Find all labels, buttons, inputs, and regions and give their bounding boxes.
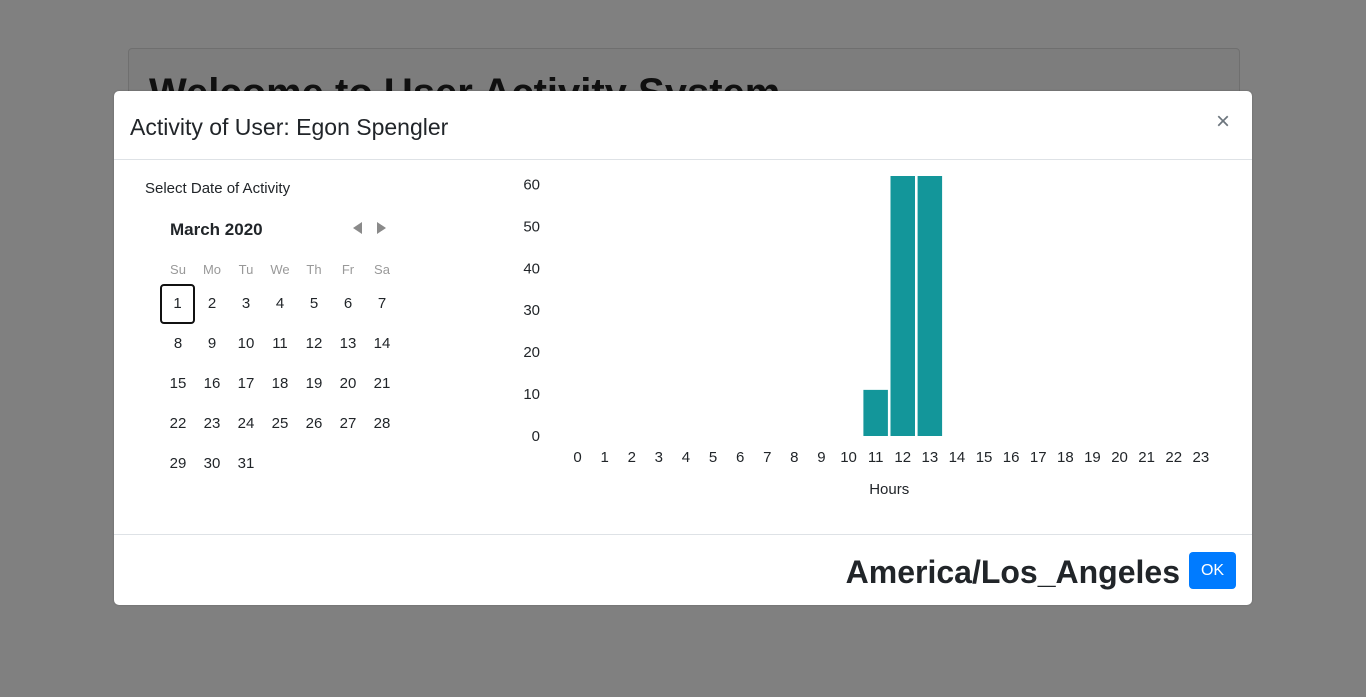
- x-tick-label: 12: [894, 449, 911, 466]
- calendar-day[interactable]: 4: [275, 295, 285, 312]
- calendar-day[interactable]: 17: [237, 375, 255, 392]
- weekday-header: Tu: [238, 262, 254, 277]
- calendar-day[interactable]: 5: [309, 295, 319, 312]
- close-icon[interactable]: ×: [1215, 108, 1230, 135]
- ok-button[interactable]: OK: [1189, 552, 1236, 589]
- x-tick-label: 10: [840, 449, 857, 466]
- calendar-day[interactable]: 10: [237, 335, 255, 352]
- bar-hour-11: [863, 389, 888, 436]
- activity-modal: Activity of User: Egon Spengler × Select…: [114, 91, 1252, 605]
- x-tick-label: 2: [628, 449, 636, 466]
- x-tick-label: 20: [1111, 449, 1128, 466]
- calendar-day[interactable]: 13: [339, 335, 357, 352]
- calendar-day[interactable]: 29: [169, 455, 187, 472]
- x-tick-label: 13: [922, 449, 939, 466]
- x-tick-label: 0: [573, 449, 581, 466]
- calendar-day[interactable]: 2: [207, 295, 217, 312]
- calendar-day[interactable]: 20: [339, 375, 357, 392]
- calendar-day[interactable]: 12: [305, 335, 323, 352]
- x-axis-label: Hours: [869, 481, 909, 498]
- modal-footer: America/Los_Angeles OK: [114, 534, 1252, 606]
- calendar-day[interactable]: 9: [207, 335, 217, 352]
- calendar-day[interactable]: 25: [271, 415, 289, 432]
- calendar-grid: Su Mo Tu We Th Fr Sa 1 2 3 4 5 6 7 8 9 10 11 12 13 14 15 16 17 1…: [160, 256, 399, 484]
- weekday-header: Th: [306, 262, 322, 277]
- weekday-header: We: [270, 262, 290, 277]
- calendar-day[interactable]: 21: [373, 375, 391, 392]
- x-tick-label: 9: [817, 449, 825, 466]
- x-tick-label: 7: [763, 449, 771, 466]
- weekday-header: Sa: [374, 262, 390, 277]
- x-tick-label: 16: [1003, 449, 1020, 466]
- calendar-day[interactable]: 27: [339, 415, 357, 432]
- x-tick-label: 23: [1193, 449, 1210, 466]
- calendar-day[interactable]: 14: [373, 335, 391, 352]
- x-tick-label: 8: [790, 449, 798, 466]
- calendar-day[interactable]: 22: [169, 415, 187, 432]
- y-tick-label: 10: [523, 386, 540, 403]
- calendar-day[interactable]: 16: [203, 375, 221, 392]
- weekday-header: Su: [170, 262, 186, 277]
- calendar-day[interactable]: 23: [203, 415, 221, 432]
- x-tick-label: 3: [655, 449, 663, 466]
- y-tick-label: 0: [532, 428, 540, 445]
- calendar-day[interactable]: 28: [373, 415, 391, 432]
- next-month-icon[interactable]: [374, 220, 388, 236]
- x-tick-label: 19: [1084, 449, 1101, 466]
- modal-header: Activity of User: Egon Spengler ×: [114, 91, 1252, 160]
- bar-hour-12: [890, 176, 915, 436]
- calendar-day-selected[interactable]: 1: [160, 284, 195, 324]
- weekday-header: Fr: [341, 262, 355, 277]
- date-select-label: Select Date of Activity: [145, 180, 291, 197]
- prev-month-icon[interactable]: [351, 220, 365, 236]
- modal-title: Activity of User: Egon Spengler: [130, 114, 449, 140]
- x-tick-label: 21: [1138, 449, 1155, 466]
- calendar-day[interactable]: 15: [169, 375, 187, 392]
- y-tick-label: 40: [523, 260, 540, 277]
- calendar-month-label: March 2020: [170, 220, 263, 239]
- weekday-header: Mo: [202, 262, 222, 277]
- y-tick-label: 30: [523, 302, 540, 319]
- x-tick-label: 1: [600, 449, 608, 466]
- calendar-day[interactable]: 31: [237, 455, 255, 472]
- x-tick-label: 22: [1165, 449, 1182, 466]
- calendar-day[interactable]: 8: [173, 335, 183, 352]
- y-tick-label: 60: [523, 176, 540, 193]
- y-tick-label: 20: [523, 344, 540, 361]
- bar-hour-13: [917, 176, 943, 436]
- x-tick-label: 4: [682, 449, 690, 466]
- calendar-day[interactable]: 3: [241, 295, 251, 312]
- calendar-day[interactable]: 30: [203, 455, 221, 472]
- x-tick-label: 6: [736, 449, 744, 466]
- x-tick-label: 15: [976, 449, 993, 466]
- calendar-day[interactable]: 19: [305, 375, 323, 392]
- x-tick-label: 5: [709, 449, 717, 466]
- x-tick-label: 14: [949, 449, 966, 466]
- x-tick-label: 18: [1057, 449, 1074, 466]
- timezone-label: America/Los_Angeles: [845, 554, 1180, 590]
- calendar-day[interactable]: 24: [237, 415, 255, 432]
- x-tick-label: 11: [868, 449, 884, 466]
- x-tick-label: 17: [1030, 449, 1047, 466]
- calendar-day[interactable]: 26: [305, 415, 323, 432]
- calendar-day[interactable]: 11: [272, 335, 288, 352]
- calendar-day[interactable]: 18: [271, 375, 289, 392]
- calendar-day[interactable]: 7: [377, 295, 387, 312]
- y-tick-label: 50: [523, 218, 540, 235]
- calendar-day[interactable]: 6: [343, 295, 353, 312]
